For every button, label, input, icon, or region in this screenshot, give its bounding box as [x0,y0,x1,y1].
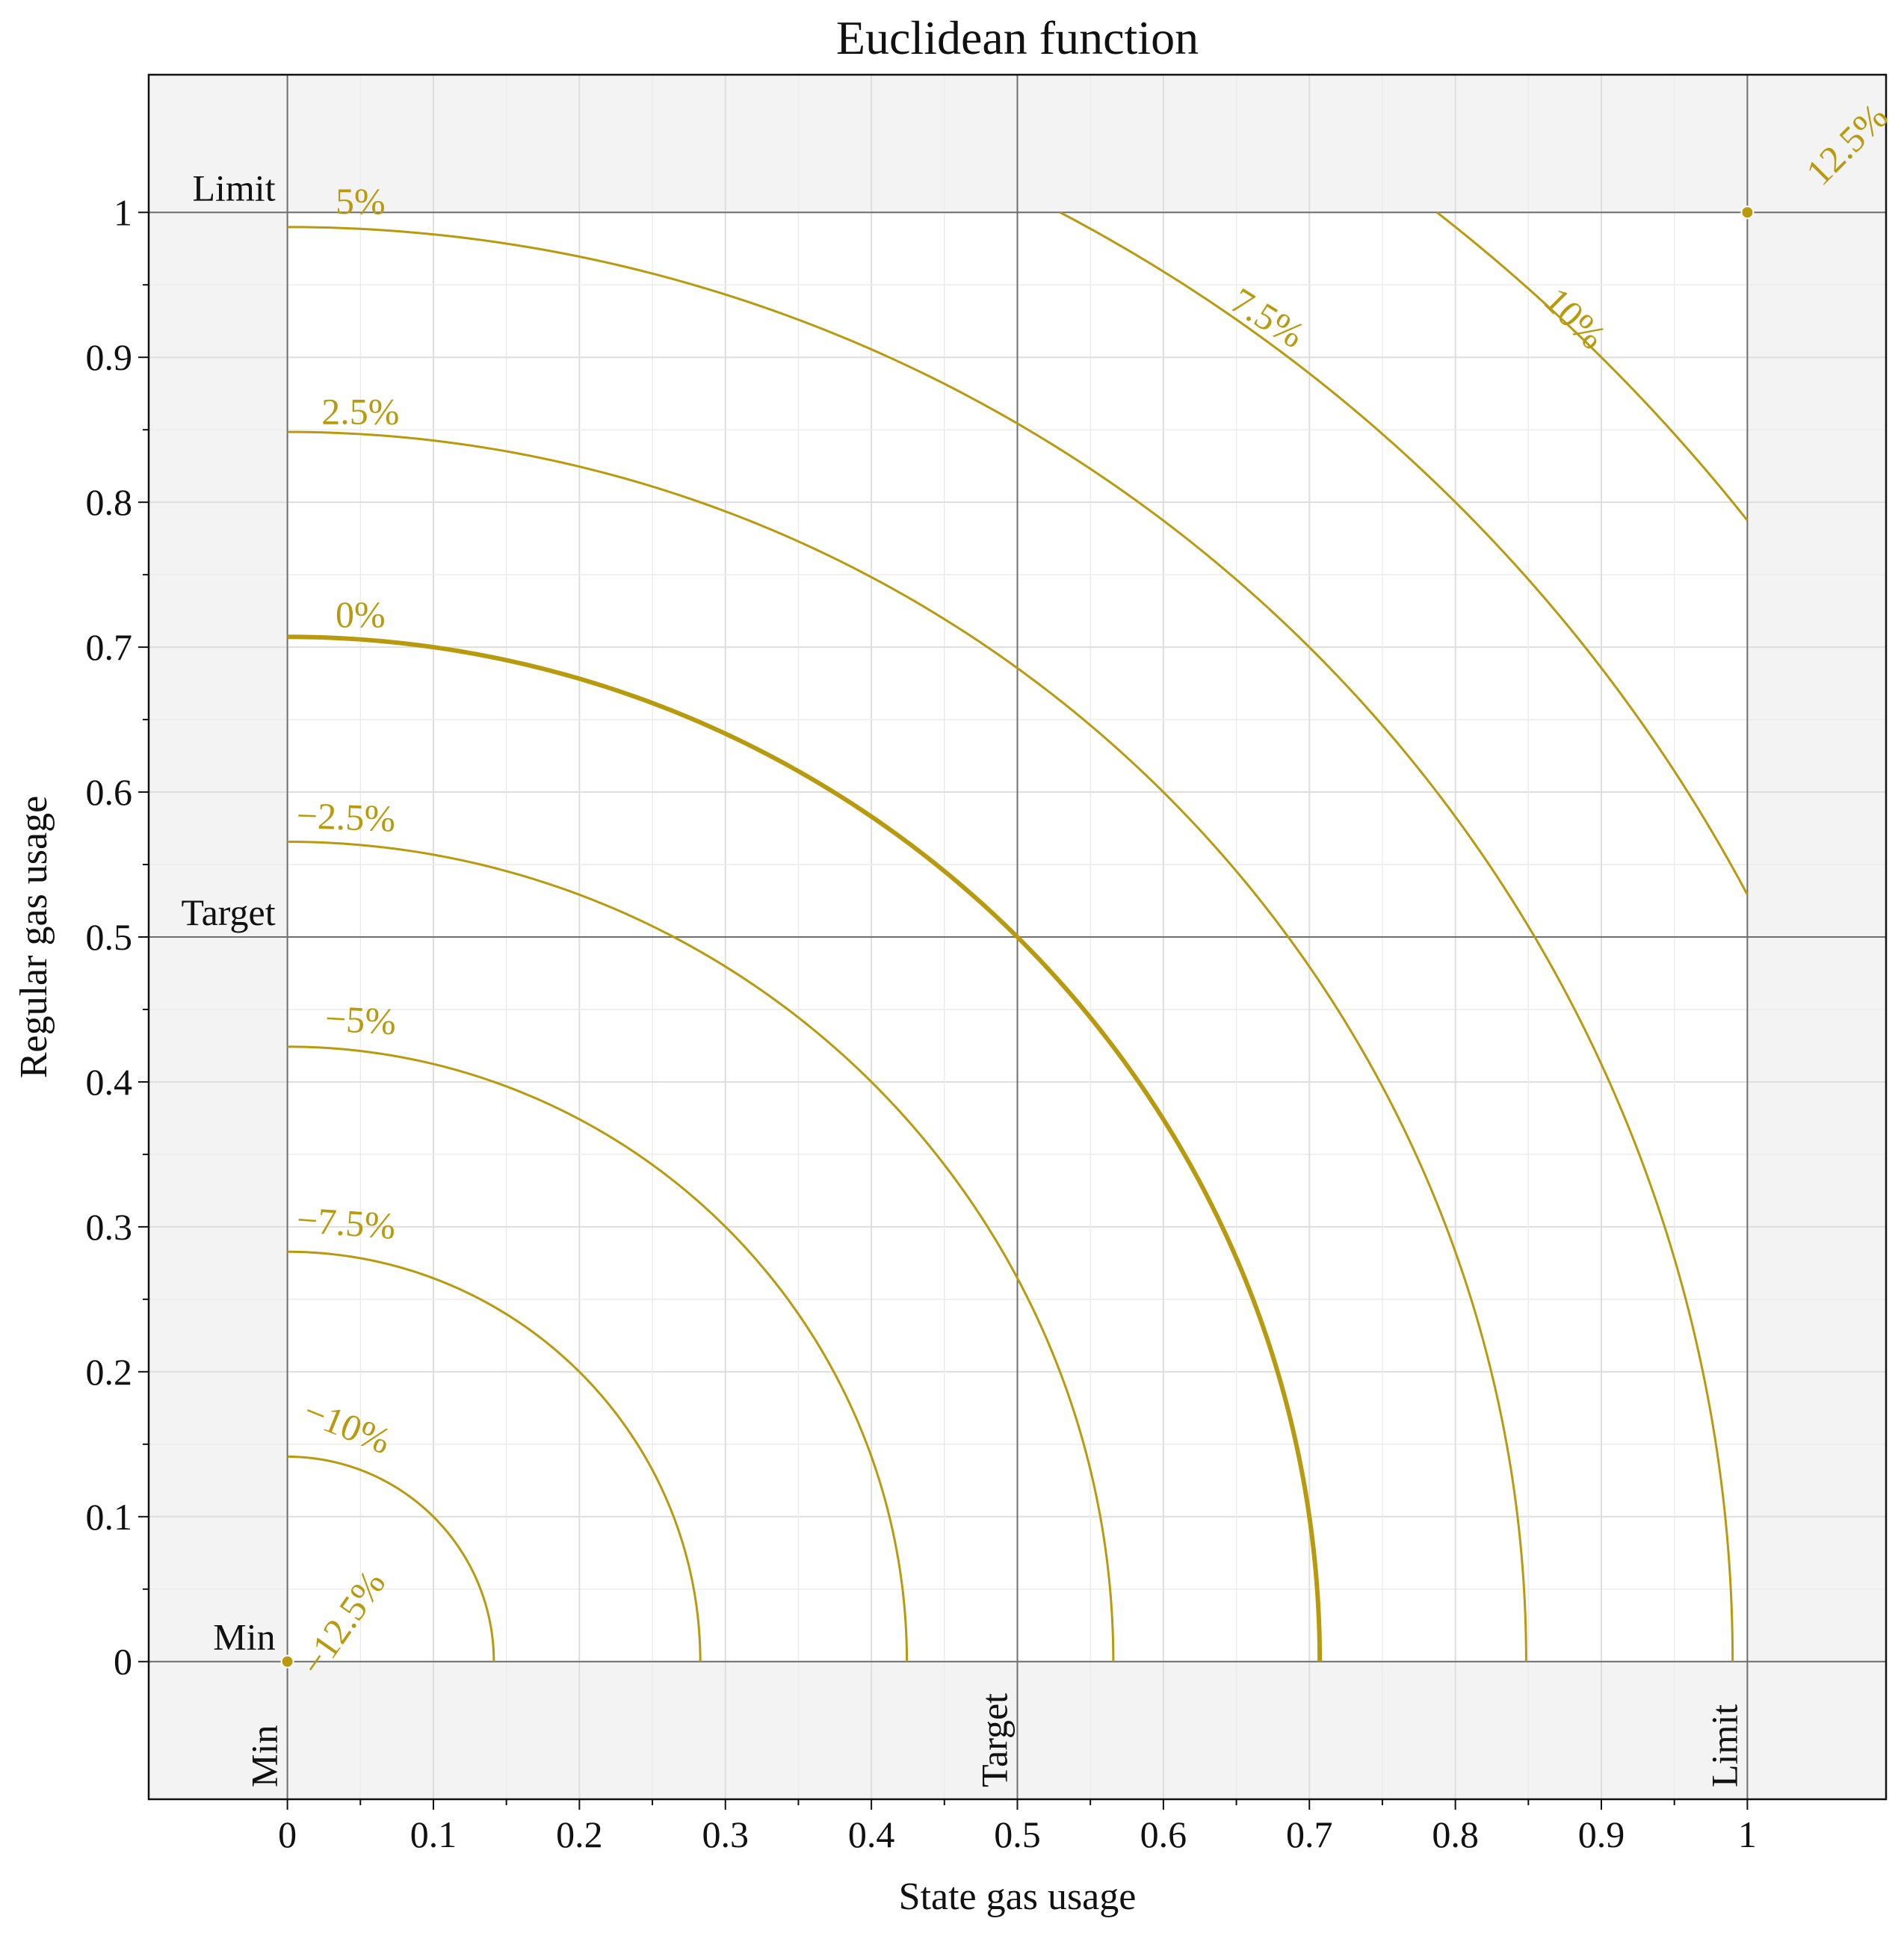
y-tick-label: 0.2 [86,1351,133,1393]
y-tick-label: 1 [114,191,132,233]
limit-point-marker [1741,206,1753,218]
x-ref-label: Target [974,1693,1016,1787]
y-ref-label: Min [213,1616,275,1658]
y-tick-label: 0.6 [86,771,133,813]
y-tick-label: 0.3 [86,1206,133,1248]
y-tick-label: 0.4 [86,1061,133,1103]
x-tick-label: 0.2 [556,1813,603,1855]
y-tick-label: 0.5 [86,916,133,958]
x-ref-label: Limit [1703,1704,1745,1787]
x-tick-label: 1 [1738,1813,1757,1855]
y-axis-title: Regular gas usage [13,796,55,1078]
x-tick-label: 0.5 [994,1813,1041,1855]
contour-label-5: 0% [336,593,386,635]
x-tick-label: 0 [278,1813,297,1855]
contour-label-7: 5% [336,180,386,222]
x-tick-label: 0.8 [1432,1813,1479,1855]
x-tick-label: 0.7 [1286,1813,1333,1855]
y-tick-label: 0.9 [86,336,133,378]
x-tick-label: 0.9 [1578,1813,1625,1855]
min-point-marker [282,1656,294,1668]
y-ref-label: Limit [192,167,275,208]
x-tick-label: 0.1 [410,1813,457,1855]
x-axis-title: State gas usage [899,1875,1137,1918]
contour-label-6: 2.5% [321,390,399,432]
chart-title: Euclidean function [836,11,1199,64]
y-tick-label: 0 [114,1641,132,1683]
y-tick-label: 0.1 [86,1496,133,1538]
contour-label-4: −2.5% [296,794,396,840]
contour-label-3: −5% [324,997,398,1042]
y-ref-label: Target [182,891,276,933]
x-tick-label: 0.3 [702,1813,749,1855]
y-tick-label: 0.8 [86,481,133,523]
x-tick-label: 0.6 [1140,1813,1187,1855]
x-ref-label: Min [244,1725,285,1787]
contour-label-2: −7.5% [295,1199,397,1247]
y-tick-label: 0.7 [86,626,133,668]
x-tick-label: 0.4 [848,1813,895,1855]
